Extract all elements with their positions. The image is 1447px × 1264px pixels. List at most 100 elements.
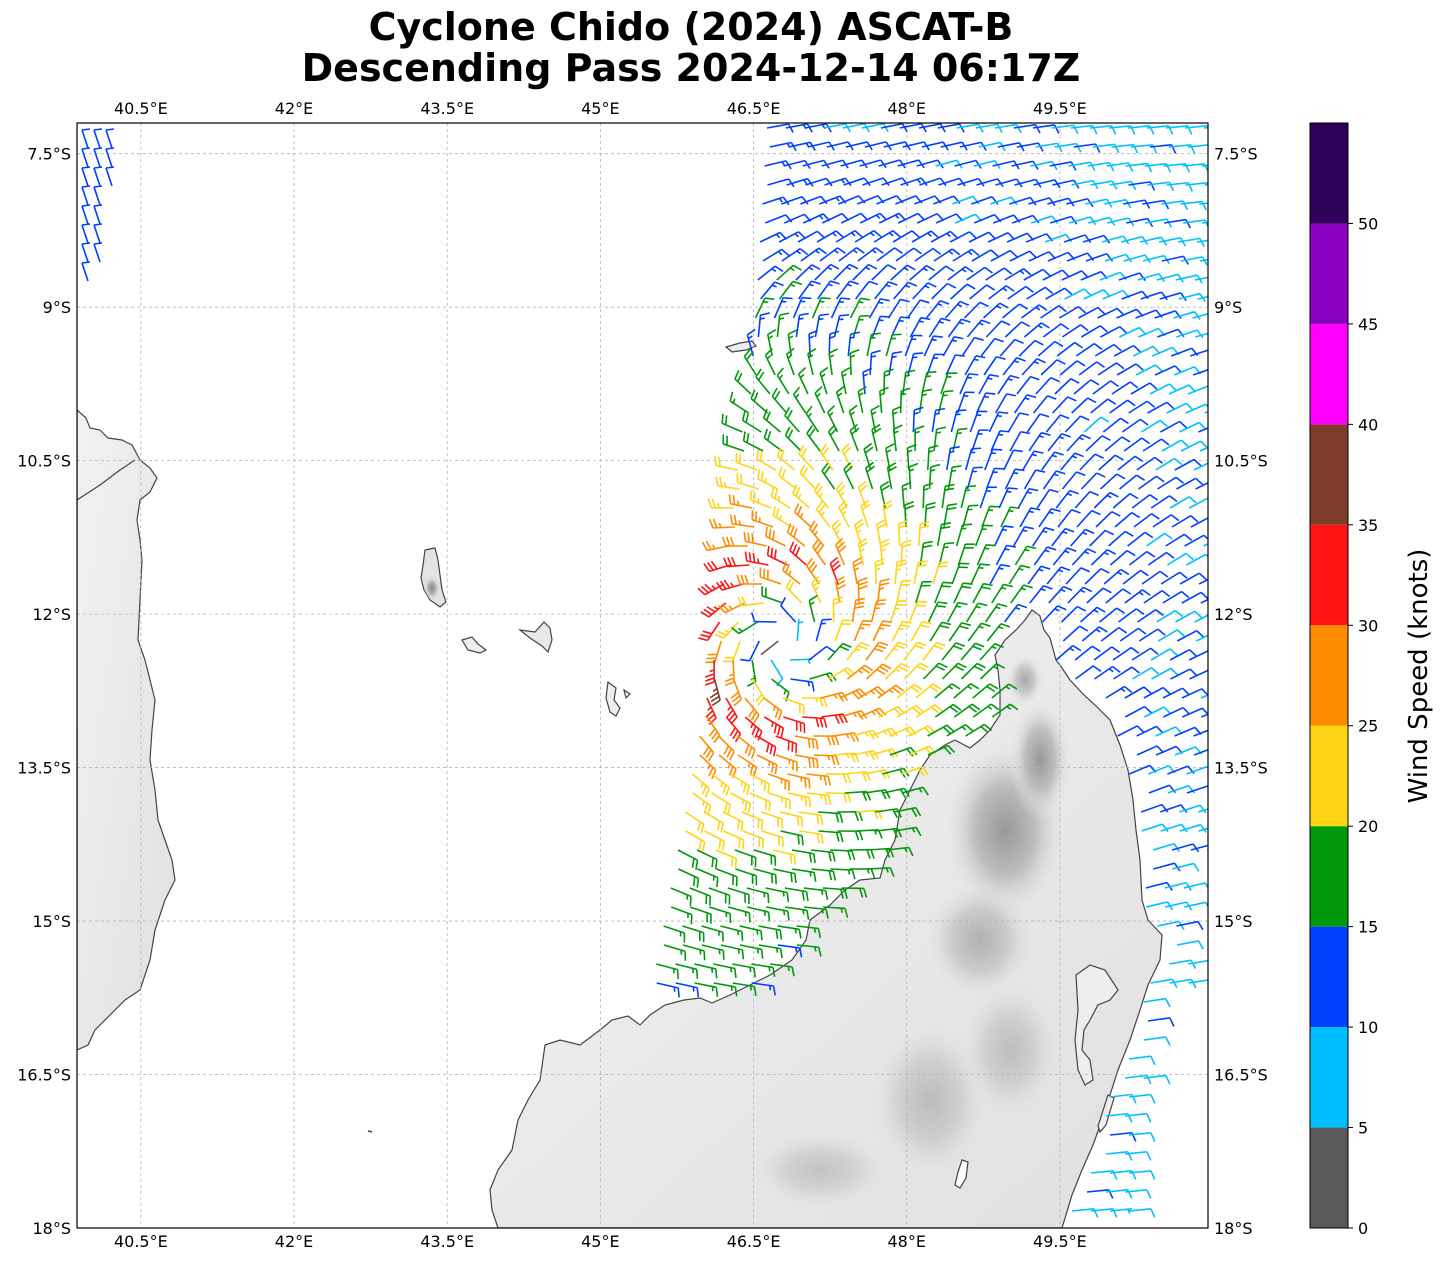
wind-barb	[677, 849, 699, 870]
wind-barb	[874, 281, 898, 300]
wind-barb	[1030, 215, 1059, 225]
wind-barb	[934, 581, 953, 604]
wind-barb	[993, 525, 1014, 547]
wind-barb	[796, 925, 822, 938]
lon-tick-label-bottom: 49.5°E	[1033, 1232, 1087, 1251]
wind-barb	[760, 811, 783, 829]
wind-barb	[858, 685, 886, 699]
wind-barb	[691, 773, 710, 798]
wind-barb	[776, 367, 790, 395]
wind-barb	[1123, 437, 1151, 452]
wind-barb	[105, 147, 115, 168]
wind-barb	[1149, 383, 1177, 395]
wind-barb	[1130, 382, 1158, 395]
wind-barb	[1027, 565, 1051, 585]
lat-tick-label-right: 10.5°S	[1214, 452, 1268, 471]
wind-barb	[708, 906, 732, 924]
colorbar-tick-label: 5	[1358, 1119, 1368, 1138]
wind-barb	[874, 557, 885, 585]
wind-barb	[1048, 585, 1073, 604]
wind-barb	[1070, 528, 1095, 547]
wind-barb	[908, 725, 936, 737]
wind-barb	[1186, 765, 1208, 775]
wind-barb	[1147, 181, 1175, 192]
lake-alaotra	[954, 1159, 969, 1189]
wind-barb	[964, 355, 986, 376]
wind-barb	[900, 177, 928, 187]
wind-barb	[1099, 607, 1126, 623]
wind-barb	[749, 490, 772, 509]
wind-barb	[782, 561, 801, 585]
lat-tick-label-left: 15°S	[32, 912, 71, 931]
wind-barb	[701, 944, 725, 960]
wind-barb	[1103, 568, 1130, 585]
wind-barb	[725, 697, 738, 725]
africa-coast-inlet	[77, 459, 136, 501]
wind-barb	[1195, 481, 1208, 490]
wind-barb	[1128, 1208, 1156, 1218]
wind-barb	[806, 425, 821, 452]
wind-barb	[876, 519, 887, 547]
wind-barb	[1104, 253, 1133, 263]
wind-barb	[1104, 436, 1131, 452]
wind-barb	[811, 297, 831, 319]
wind-barb	[1013, 394, 1037, 414]
wind-barb	[780, 811, 804, 827]
wind-barb	[1143, 1074, 1171, 1085]
wind-barb	[1186, 553, 1208, 566]
wind-barb	[1131, 494, 1159, 509]
wind-barb	[741, 811, 764, 831]
wind-barb	[1057, 508, 1081, 528]
wind-barb	[777, 944, 803, 958]
wind-barb	[909, 316, 931, 338]
wind-barb	[1193, 748, 1208, 756]
wind-barb	[761, 830, 784, 847]
wind-barb	[1045, 287, 1073, 300]
karthala-shading	[424, 576, 440, 600]
wind-barb	[1140, 803, 1169, 813]
wind-barb	[849, 423, 860, 452]
wind-barb	[781, 195, 809, 205]
wind-barb	[983, 355, 1006, 376]
wind-barb	[1195, 634, 1208, 642]
colorbar-bin	[1310, 926, 1348, 1028]
wind-barb	[1007, 412, 1029, 433]
wind-barb	[1095, 510, 1121, 528]
wind-barb	[947, 318, 971, 338]
wind-barb	[876, 247, 903, 262]
wind-barb	[1003, 449, 1023, 471]
wind-barb	[1033, 546, 1057, 566]
wind-barb	[1109, 1208, 1132, 1214]
wind-barb	[1151, 667, 1179, 680]
wind-barb	[817, 280, 840, 300]
wind-barb	[873, 230, 901, 243]
wind-barb	[1023, 322, 1050, 338]
wind-barb	[841, 442, 853, 471]
wind-barb	[1132, 667, 1160, 680]
wind-barb	[849, 297, 871, 319]
wind-barb	[1167, 784, 1196, 794]
wind-barb	[746, 906, 771, 922]
wind-barb	[1008, 564, 1031, 585]
wind-barb	[716, 868, 738, 887]
wind-barb	[703, 811, 724, 833]
wind-barb	[805, 557, 820, 585]
wind-barb	[833, 263, 859, 281]
wind-barb	[1180, 440, 1208, 452]
wind-barb	[941, 483, 955, 509]
lat-tick-label-right: 12°S	[1214, 605, 1253, 624]
wind-barb	[1040, 305, 1067, 319]
wind-barb	[1159, 804, 1188, 813]
wind-barb	[922, 662, 948, 680]
wind-barb	[915, 704, 943, 718]
wind-barb	[918, 388, 933, 414]
wind-barb	[962, 504, 979, 528]
wind-barb	[922, 641, 946, 661]
wind-barb	[1100, 626, 1128, 642]
wind-barb	[896, 579, 911, 604]
wind-barb	[796, 944, 822, 957]
wind-barb	[1016, 375, 1040, 395]
wind-barb	[953, 582, 973, 604]
wind-barb	[1083, 416, 1110, 433]
wind-barb	[931, 407, 946, 433]
